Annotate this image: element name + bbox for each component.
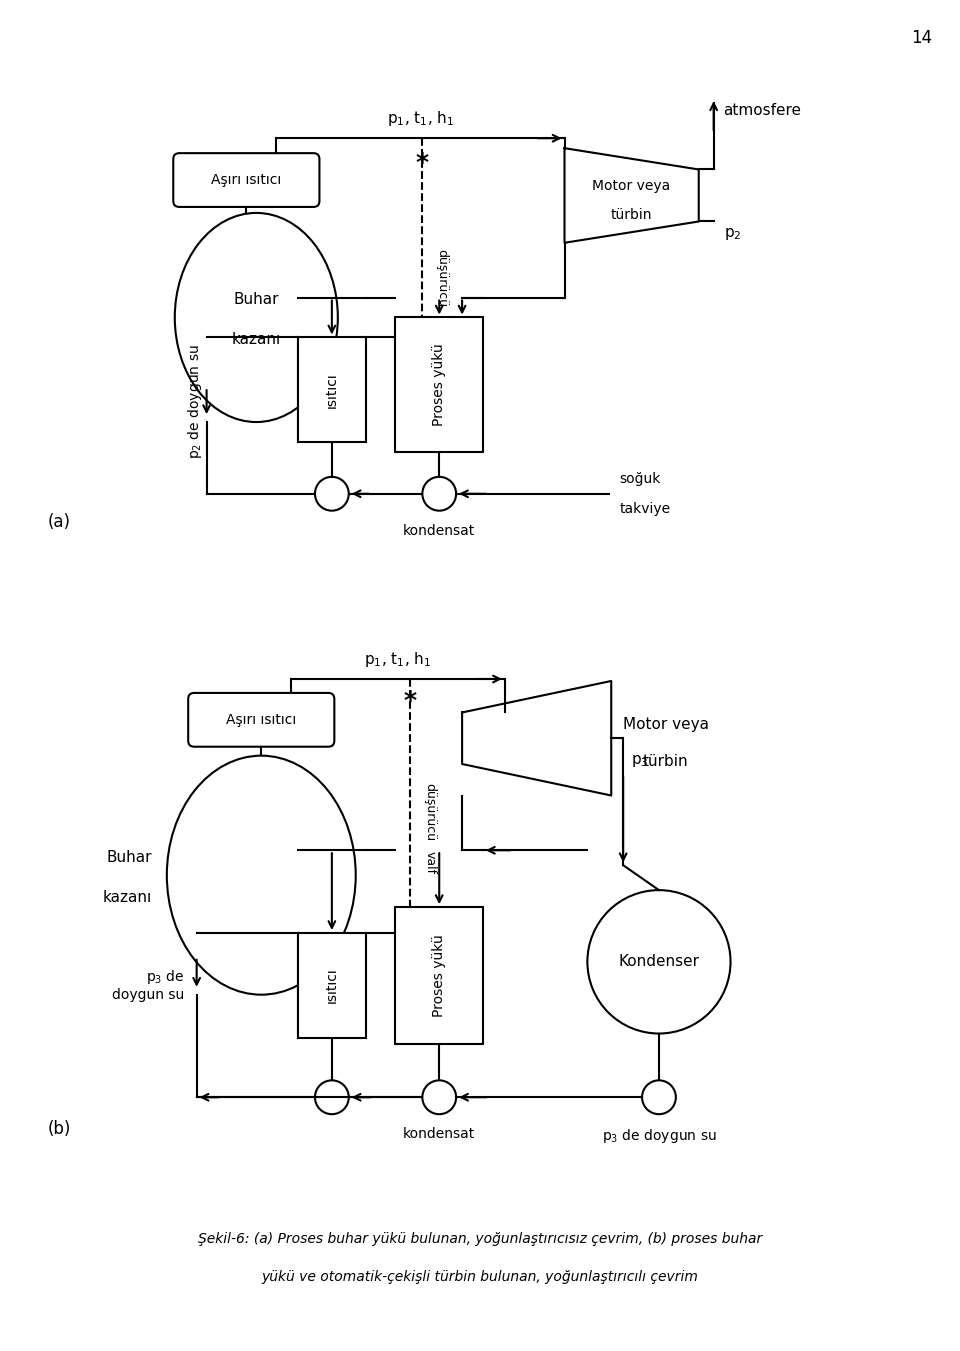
Text: kondensat: kondensat xyxy=(403,524,475,538)
Text: Proses yükü: Proses yükü xyxy=(432,935,446,1017)
Bar xyxy=(298,338,366,442)
Text: yükü ve otomatik-çekişli türbin bulunan, yoğunlaştırıcılı çevrim: yükü ve otomatik-çekişli türbin bulunan,… xyxy=(261,1270,699,1283)
Text: türbin: türbin xyxy=(611,208,653,223)
Text: *: * xyxy=(404,689,417,713)
FancyBboxPatch shape xyxy=(188,693,334,747)
Text: p$_3$ de
doygun su: p$_3$ de doygun su xyxy=(112,967,184,1002)
Text: türbin: türbin xyxy=(643,754,688,769)
Text: kazanı: kazanı xyxy=(103,889,152,905)
Text: atmosfere: atmosfere xyxy=(724,104,802,119)
Text: takviye: takviye xyxy=(619,501,670,516)
Text: p$_2$: p$_2$ xyxy=(724,227,741,242)
Text: Şekil-6: (a) Proses buhar yükü bulunan, yoğunlaştırıcısız çevrim, (b) proses buh: Şekil-6: (a) Proses buhar yükü bulunan, … xyxy=(198,1232,762,1246)
Ellipse shape xyxy=(167,755,356,994)
Text: p$_1$, t$_1$, h$_1$: p$_1$, t$_1$, h$_1$ xyxy=(364,650,432,669)
Text: kazanı: kazanı xyxy=(231,332,281,347)
Text: p$_3$: p$_3$ xyxy=(631,753,649,769)
Text: (a): (a) xyxy=(47,512,70,531)
Text: ısıtıcı: ısıtıcı xyxy=(324,372,339,408)
Text: Kondenser: Kondenser xyxy=(618,954,700,969)
Text: düşürücü: düşürücü xyxy=(423,784,437,842)
Bar xyxy=(396,907,483,1044)
Text: 14: 14 xyxy=(911,28,932,47)
Text: p$_2$ de doygun su: p$_2$ de doygun su xyxy=(185,345,204,459)
Text: ısıtıcı: ısıtıcı xyxy=(324,967,339,1002)
Text: Buhar: Buhar xyxy=(233,292,279,307)
Text: kondensat: kondensat xyxy=(403,1127,475,1142)
Text: Motor veya: Motor veya xyxy=(592,178,671,193)
Text: p$_3$ de doygun su: p$_3$ de doygun su xyxy=(602,1127,716,1146)
Text: Proses yükü: Proses yükü xyxy=(432,343,446,426)
Text: valf: valf xyxy=(435,316,448,339)
Text: Aşırı ısıtıcı: Aşırı ısıtıcı xyxy=(211,173,281,186)
Bar xyxy=(396,317,483,453)
Text: p$_1$, t$_1$, h$_1$: p$_1$, t$_1$, h$_1$ xyxy=(387,109,454,128)
Text: Buhar: Buhar xyxy=(107,850,152,865)
Text: Motor veya: Motor veya xyxy=(623,717,708,732)
Bar xyxy=(298,934,366,1038)
Text: düşürücü: düşürücü xyxy=(435,249,448,307)
Ellipse shape xyxy=(175,213,338,422)
FancyBboxPatch shape xyxy=(174,153,320,207)
Text: valf: valf xyxy=(423,851,437,874)
Text: (b): (b) xyxy=(47,1120,71,1138)
Text: *: * xyxy=(416,151,429,176)
Text: soğuk: soğuk xyxy=(619,471,660,486)
Text: Aşırı ısıtıcı: Aşırı ısıtıcı xyxy=(227,713,297,727)
